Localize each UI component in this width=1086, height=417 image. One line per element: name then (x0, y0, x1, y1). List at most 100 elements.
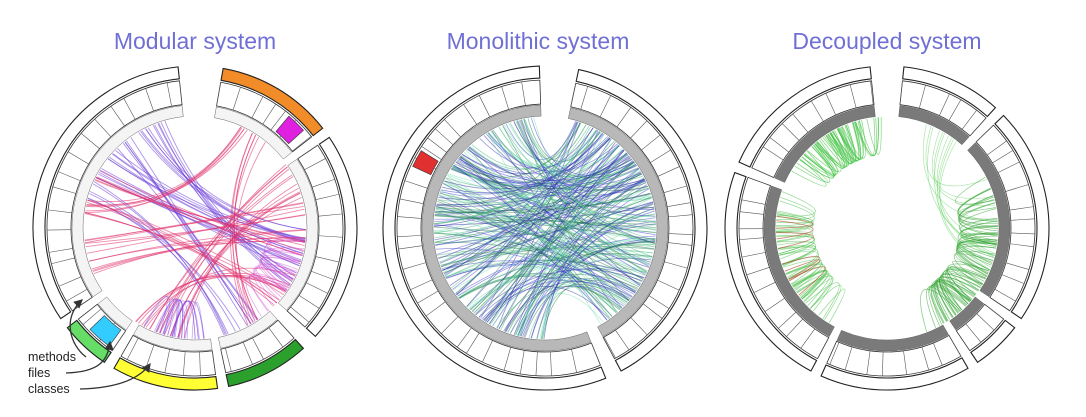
file-cell-divider (463, 104, 478, 125)
file-cell-divider (251, 96, 264, 118)
legend-classes-label: classes (28, 382, 70, 396)
dependency-edge (93, 229, 307, 274)
file-cell-divider (817, 337, 830, 359)
file-cell-divider (1005, 184, 1029, 192)
file-cell-divider (216, 82, 221, 106)
dependency-edge (263, 240, 306, 277)
file-cell-divider (641, 134, 661, 151)
dependency-edge (85, 214, 306, 248)
file-cell-divider (311, 178, 335, 188)
dependency-edge (461, 152, 628, 182)
dependency-edge (440, 133, 605, 195)
file-cell-divider (199, 351, 201, 376)
dependency-edge (453, 164, 636, 293)
dependency-edge (920, 288, 960, 332)
file-cell-divider (421, 146, 442, 160)
legend-methods-label: methods (28, 350, 76, 364)
file-cell-divider (599, 95, 612, 118)
dependency-edge (162, 299, 179, 338)
dependency-edge (84, 213, 284, 296)
dependency-edge (453, 165, 648, 272)
file-cell-divider (48, 248, 73, 253)
method-ring-arc (71, 105, 184, 298)
dependency-edge (143, 295, 168, 334)
file-cell-divider (225, 348, 232, 372)
dependency-edge (434, 215, 656, 240)
file-cell-divider (933, 342, 943, 366)
dependency-edge (937, 137, 991, 271)
dependency-edge (459, 156, 651, 265)
file-cell-divider (503, 347, 512, 371)
file-cell-divider (987, 140, 1007, 156)
dependency-edge (524, 118, 644, 184)
dependency-edge (838, 120, 864, 160)
dependency-edge (517, 285, 624, 336)
file-ring-arc (46, 80, 183, 312)
file-cell-divider (741, 199, 766, 205)
dependency-edge (953, 250, 995, 285)
dependency-edge (254, 265, 296, 304)
dependency-edge (177, 196, 302, 338)
dependency-edge (866, 117, 882, 155)
file-cell-divider (290, 306, 310, 323)
outer-module-arc (220, 67, 324, 137)
file-ring-arc (738, 176, 830, 360)
dependency-edge (461, 127, 594, 175)
dependency-edge (947, 266, 987, 301)
method-ring-arc (774, 105, 876, 183)
dependency-edge (155, 298, 185, 339)
file-cell-divider (58, 276, 82, 287)
file-cell-divider (1010, 232, 1035, 235)
dependency-edge (854, 117, 879, 157)
dependency-edge (452, 165, 656, 223)
dependency-edge (438, 155, 630, 260)
outer-module-arc (225, 338, 305, 388)
file-cell-divider (630, 120, 648, 139)
file-cell-divider (667, 202, 691, 208)
dependency-edge (454, 121, 578, 178)
file-cell-divider (965, 323, 982, 343)
file-cell-divider (976, 313, 995, 331)
file-cell-divider (397, 216, 422, 219)
dependency-edge (466, 145, 620, 308)
file-cell-divider (769, 137, 790, 153)
file-cell-divider (918, 85, 926, 109)
dependency-edge (434, 214, 656, 225)
file-cell-divider (668, 233, 693, 235)
file-cell-divider (1010, 218, 1035, 221)
monolithic-system-title: Monolithic system (446, 28, 630, 54)
file-cell-divider (427, 137, 447, 153)
classes-highlight (275, 115, 304, 145)
dependency-edge (498, 141, 616, 330)
file-cell-divider (1005, 262, 1030, 270)
file-cell-divider (211, 350, 216, 375)
method-ring-arc (97, 296, 133, 331)
file-cell-divider (126, 338, 139, 360)
dependency-edge (930, 279, 976, 325)
dependency-edge (482, 286, 610, 321)
dependency-edge (140, 130, 306, 242)
file-cell-divider (739, 211, 764, 215)
file-cell-divider (535, 351, 538, 376)
method-ring-arc (421, 104, 592, 352)
dependency-edge (530, 117, 635, 176)
dependency-edge (479, 130, 599, 169)
dependency-edge (523, 118, 656, 241)
file-cell-divider (792, 113, 809, 133)
dependency-edge (439, 192, 636, 294)
dependency-edge (822, 125, 854, 165)
classes-highlight (89, 315, 122, 347)
dependency-edge (109, 156, 304, 255)
file-cell-divider (315, 193, 340, 201)
file-cell-divider (410, 279, 433, 290)
dependency-edge (434, 232, 640, 288)
dependency-edge (435, 206, 657, 230)
file-cell-divider (318, 235, 343, 238)
dependency-edge (524, 118, 655, 246)
dependency-edge (260, 247, 305, 290)
dependency-edge (164, 168, 290, 335)
dependency-edge (485, 133, 618, 172)
file-cell-divider (997, 161, 1020, 173)
dependency-edge (960, 224, 998, 243)
classes-highlight (412, 150, 439, 176)
